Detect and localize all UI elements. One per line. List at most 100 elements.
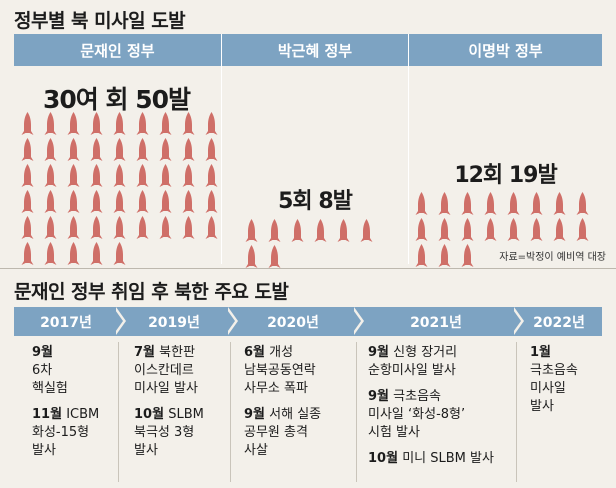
missile-icon	[39, 214, 62, 240]
year-2021: 2021년	[356, 307, 516, 336]
event-text: 미사일	[530, 381, 566, 396]
event-text: 공무원 총격	[244, 425, 308, 440]
missile-icon	[479, 216, 502, 242]
missile-icon	[39, 188, 62, 214]
events-2021: 9월 신형 장거리 순항미사일 발사 9월 극초음속 미사일 ‘화성-8형’ 시험 발사…	[368, 344, 514, 476]
missile-icon	[571, 216, 594, 242]
gov-header-park: 박근혜 정부	[222, 34, 408, 66]
events-2022: 1월 극초음속 미사일 발사	[530, 344, 602, 424]
missile-icon	[85, 188, 108, 214]
missile-icon	[131, 162, 154, 188]
event-text: 미사일 ‘화성-8형’	[368, 407, 466, 422]
missile-icon	[525, 190, 548, 216]
event-month: 9월	[244, 407, 266, 422]
event-text: 극초음속	[389, 389, 441, 404]
events-2017: 9월 6차 핵실험 11월 ICBM 화성-15형 발사	[32, 344, 116, 468]
missile-icon	[410, 190, 433, 216]
timeline-event: 10월 미니 SLBM 발사	[368, 450, 514, 468]
source-note: 자료=박정이 예비역 대장	[499, 252, 606, 263]
missile-icon	[154, 136, 177, 162]
missile-icon	[433, 242, 456, 268]
missile-icon	[131, 110, 154, 136]
missile-icon	[39, 136, 62, 162]
missile-icon	[456, 190, 479, 216]
missile-icon	[200, 110, 223, 136]
missile-icon	[108, 214, 131, 240]
missile-icon	[200, 214, 223, 240]
year-2019: 2019년	[118, 307, 230, 336]
gov-header-lee: 이명박 정부	[409, 34, 602, 66]
missile-icon	[355, 217, 378, 243]
missile-icon	[177, 188, 200, 214]
event-text: 미니 SLBM 발사	[398, 451, 494, 466]
missile-icon	[39, 110, 62, 136]
event-month: 9월	[368, 389, 390, 404]
missile-icon	[131, 214, 154, 240]
missile-icon	[62, 240, 85, 266]
missile-icon	[433, 216, 456, 242]
missile-icon	[263, 217, 286, 243]
missile-icon	[62, 162, 85, 188]
missile-icon	[154, 214, 177, 240]
chevron-right-icon	[511, 307, 521, 335]
timeline-event: 9월 신형 장거리 순항미사일 발사	[368, 344, 514, 380]
event-text: 발사	[530, 399, 554, 414]
missile-icon	[154, 110, 177, 136]
event-text: 신형 장거리	[389, 345, 458, 360]
event-text: SLBM	[164, 407, 204, 422]
missile-icon	[309, 217, 332, 243]
missile-icon	[332, 217, 355, 243]
missile-icon	[16, 110, 39, 136]
timeline-event: 11월 ICBM 화성-15형 발사	[32, 406, 116, 460]
event-text: 사무소 폭파	[244, 381, 308, 396]
missile-icon	[154, 162, 177, 188]
event-month: 1월	[530, 345, 552, 360]
event-text: 개성	[265, 345, 294, 360]
timeline-event: 9월 6차 핵실험	[32, 344, 116, 398]
timeline-separator	[356, 342, 357, 482]
missile-icon	[200, 162, 223, 188]
missile-icon	[85, 214, 108, 240]
column-divider	[408, 34, 409, 264]
missile-icon	[200, 136, 223, 162]
missile-icon	[131, 188, 154, 214]
event-month: 9월	[368, 345, 390, 360]
count-moon: 30여 회 50발	[43, 85, 191, 114]
missile-icon	[433, 190, 456, 216]
missile-icon	[16, 240, 39, 266]
missile-icon	[62, 188, 85, 214]
rocket-grid-moon	[16, 110, 226, 266]
year-2022: 2022년	[516, 307, 602, 336]
events-2020: 6월 개성 남북공동연락 사무소 폭파 9월 서해 실종 공무원 총격 사살	[244, 344, 354, 468]
event-text: 미사일 발사	[134, 381, 198, 396]
missile-icon	[502, 190, 525, 216]
missile-icon	[108, 188, 131, 214]
gov-header-moon: 문재인 정부	[14, 34, 221, 66]
missile-icon	[16, 162, 39, 188]
missile-icon	[16, 188, 39, 214]
missile-icon	[240, 243, 263, 269]
missile-icon	[456, 242, 479, 268]
missile-icon	[62, 214, 85, 240]
year-2017: 2017년	[14, 307, 118, 336]
event-text: 서해 실종	[265, 407, 322, 422]
missile-icon	[85, 162, 108, 188]
event-text: 핵실험	[32, 381, 68, 396]
missile-icon	[240, 217, 263, 243]
missile-icon	[16, 136, 39, 162]
chevron-right-icon	[351, 307, 361, 335]
missile-icon	[62, 110, 85, 136]
missile-icon	[410, 216, 433, 242]
timeline-separator	[230, 342, 231, 482]
chevron-right-icon	[113, 307, 123, 335]
missile-icon	[108, 110, 131, 136]
event-text: 이스칸데르	[134, 363, 194, 378]
column-divider	[221, 34, 222, 264]
section-divider	[0, 268, 616, 269]
missile-icon	[108, 240, 131, 266]
missile-icon	[410, 242, 433, 268]
timeline-separator	[516, 342, 517, 482]
timeline-separator	[118, 342, 119, 482]
missile-icon	[39, 240, 62, 266]
missile-icon	[85, 110, 108, 136]
